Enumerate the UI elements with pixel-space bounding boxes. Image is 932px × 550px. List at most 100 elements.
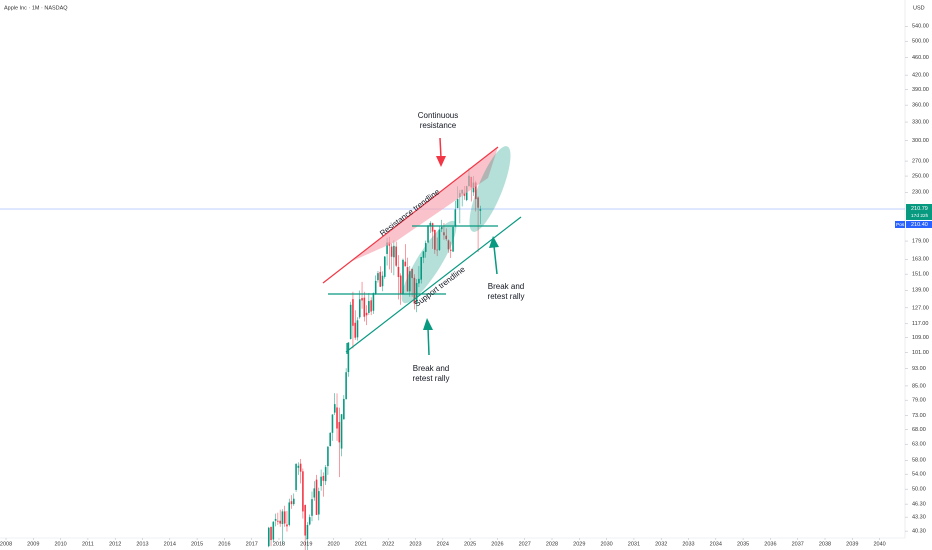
highlight-ellipse	[469, 146, 511, 232]
candle-body	[352, 299, 354, 326]
candle-body	[288, 502, 291, 525]
candle-body	[292, 498, 295, 505]
candle-body	[477, 197, 479, 208]
x-tick-label: 2033	[682, 541, 694, 547]
x-tick-label: 2012	[109, 541, 121, 547]
annotation-text: Continuous	[418, 111, 458, 120]
candle-body	[429, 223, 432, 226]
y-tick-label: 163.00	[912, 257, 929, 263]
candle-body	[331, 414, 334, 433]
candle-body	[358, 299, 361, 318]
candle-body	[436, 249, 438, 251]
y-tick-label: 54.00	[912, 472, 926, 478]
candle-body	[329, 432, 331, 447]
candle-body	[324, 467, 327, 482]
candle-body	[283, 511, 286, 524]
candle-body	[290, 501, 293, 505]
x-tick-label: 2023	[409, 541, 421, 547]
candle-body	[302, 471, 304, 512]
candle-body	[356, 320, 359, 338]
x-tick-label: 2031	[628, 541, 640, 547]
candle-body	[390, 246, 393, 257]
y-tick-label: 330.00	[912, 120, 929, 126]
candle-body	[406, 267, 409, 292]
candle-body	[333, 404, 336, 413]
candle-body	[409, 271, 411, 292]
y-tick-label: 109.00	[912, 335, 929, 341]
candle-body	[345, 372, 347, 400]
annotation-text: Break and	[413, 364, 449, 373]
candle-body	[267, 527, 270, 547]
candle-body	[393, 245, 395, 258]
candle-body	[434, 229, 436, 250]
x-tick-label: 2034	[710, 541, 722, 547]
candle-body	[479, 209, 482, 211]
y-tick-label: 127.00	[912, 305, 929, 311]
y-tick-label: 230.00	[912, 190, 929, 196]
y-tick-label: 117.00	[912, 321, 928, 327]
candle-body	[370, 300, 372, 312]
candle-body	[452, 227, 454, 252]
last-price-label: 210.79	[911, 206, 928, 212]
x-tick-label: 2017	[246, 541, 258, 547]
highlight-ellipse	[401, 220, 457, 304]
candle-body	[447, 240, 450, 250]
x-tick-label: 2026	[491, 541, 503, 547]
candle-body	[343, 398, 345, 420]
x-tick-label: 2018	[273, 541, 285, 547]
candle-body	[386, 242, 388, 254]
y-tick-label: 420.00	[912, 73, 929, 79]
x-tick-label: 2020	[327, 541, 339, 547]
candle-body	[365, 312, 368, 316]
candle-body	[474, 182, 477, 200]
candle-body	[304, 504, 306, 536]
y-tick-label: 63.00	[912, 442, 926, 448]
x-tick-label: 2030	[600, 541, 612, 547]
y-tick-label: 68.00	[912, 427, 926, 433]
x-tick-label: 2027	[519, 541, 531, 547]
y-tick-label: 151.00	[912, 272, 929, 278]
y-tick-label: 500.00	[912, 39, 929, 45]
candle-body	[308, 517, 311, 525]
candle-body	[379, 271, 382, 287]
candle-body	[318, 491, 320, 515]
x-tick-label: 2021	[355, 541, 367, 547]
candle-body	[274, 518, 277, 521]
x-tick-label: 2029	[573, 541, 585, 547]
annotation-text: resistance	[420, 121, 457, 130]
x-tick-label: 2022	[382, 541, 394, 547]
candle-body	[415, 282, 418, 303]
arrow	[493, 245, 498, 275]
candle-body	[311, 499, 313, 516]
y-tick-label: 179.00	[912, 239, 929, 245]
candle-body	[313, 488, 316, 498]
resistance-line	[322, 146, 499, 284]
y-tick-label: 101.00	[912, 350, 929, 356]
candle-body	[431, 223, 434, 232]
y-tick-label: 79.00	[912, 398, 926, 404]
x-tick-label: 2019	[300, 541, 312, 547]
arrow	[439, 137, 442, 159]
candle-body	[454, 209, 457, 227]
y-tick-label: 360.00	[912, 103, 929, 109]
y-tick-label: 73.00	[912, 413, 926, 419]
candle-body	[354, 322, 357, 338]
candle-body	[381, 275, 384, 287]
y-tick-label: 139.00	[912, 288, 929, 294]
candle-body	[349, 304, 352, 339]
y-tick-label: 390.00	[912, 87, 929, 93]
x-tick-label: 2015	[191, 541, 203, 547]
x-tick-label: 2039	[846, 541, 858, 547]
candle-body	[411, 268, 413, 279]
candle-body	[299, 463, 302, 472]
position-tag-label: Pos	[896, 222, 905, 228]
candle-body	[465, 186, 468, 201]
x-tick-label: 2035	[737, 541, 749, 547]
candle-body	[315, 479, 318, 515]
candle-body	[397, 266, 400, 278]
position-tag	[895, 221, 905, 228]
candle-body	[424, 242, 427, 252]
candle-body	[438, 229, 441, 250]
